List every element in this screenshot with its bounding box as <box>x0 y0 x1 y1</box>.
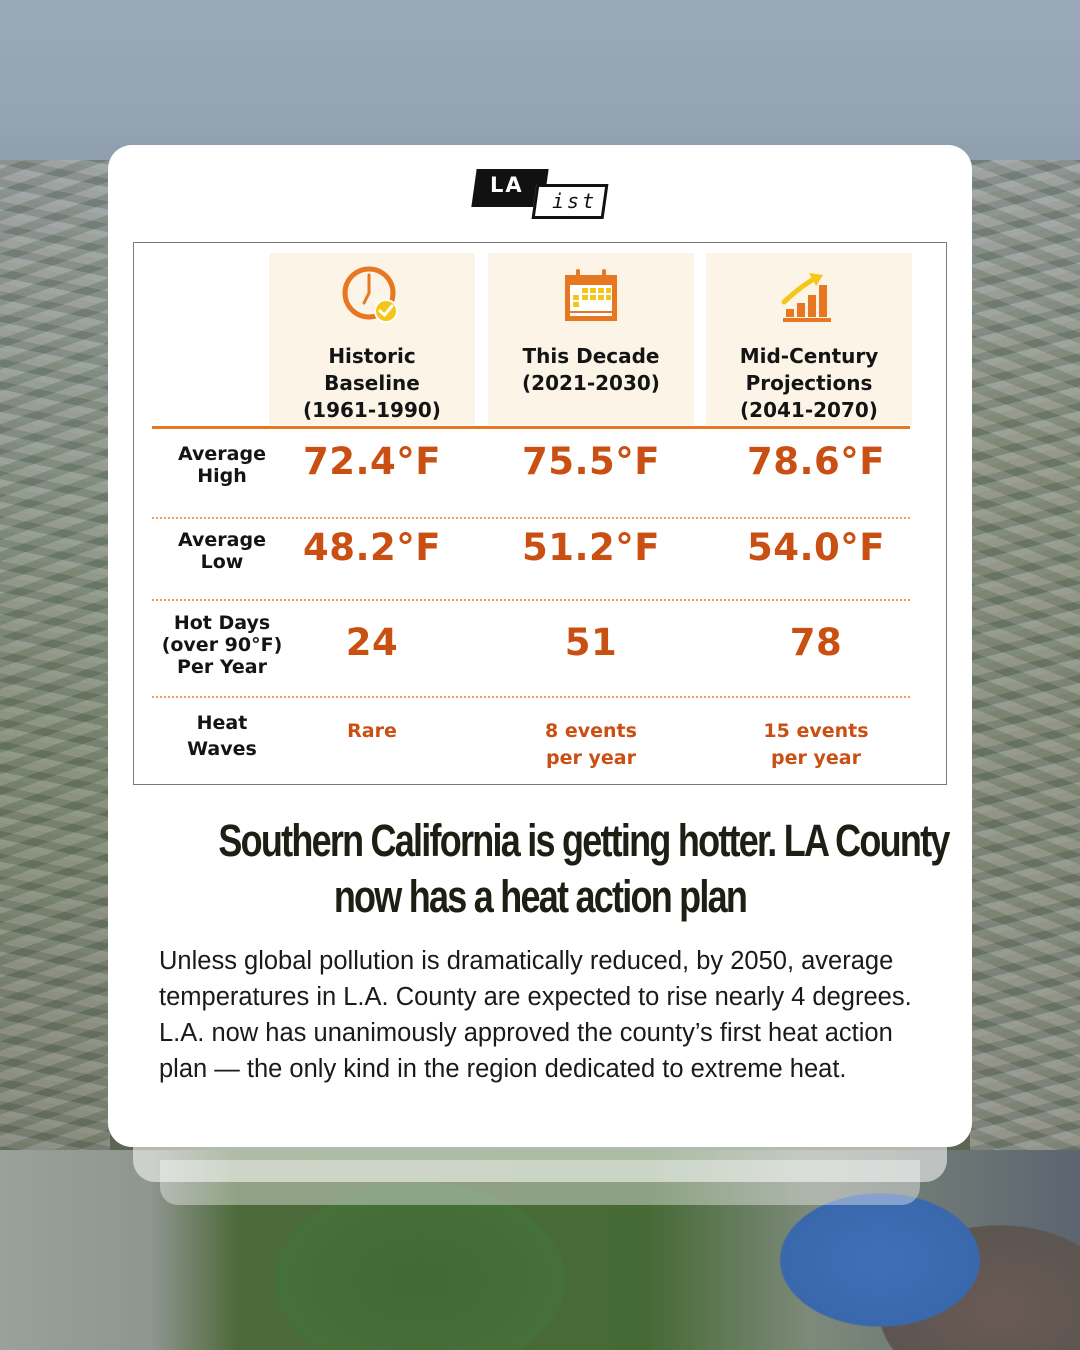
rising-bar-chart-icon <box>781 273 831 322</box>
value-cell: 75.5°F <box>521 440 661 483</box>
background-city-left <box>0 160 110 1160</box>
post-card: LA ist Historic Baseline (1961-1990) <box>108 145 972 1147</box>
row-divider <box>152 599 910 601</box>
value-cell: 51.2°F <box>521 526 661 569</box>
column-header-mid-century: Mid-Century Projections (2041-2070) <box>706 253 912 425</box>
row-label-average-high: Average High <box>178 443 266 487</box>
logo-la-text: LA <box>490 173 524 197</box>
value-cell: 78.6°F <box>746 440 886 483</box>
logo-ist-text: ist <box>552 189 598 213</box>
heat-comparison-table: Historic Baseline (1961-1990) This D <box>133 242 947 785</box>
value-cell: 48.2°F <box>302 526 442 569</box>
laist-logo: LA ist <box>471 169 609 221</box>
column-header-historic: Historic Baseline (1961-1990) <box>269 253 475 425</box>
calendar-icon <box>565 269 617 321</box>
value-cell: Rare <box>347 720 397 742</box>
column-header-this-decade: This Decade (2021-2030) <box>488 253 694 425</box>
body-paragraph: Unless global pollution is dramatically … <box>159 947 912 1083</box>
value-cell: 54.0°F <box>746 526 886 569</box>
row-divider <box>152 517 910 519</box>
row-label-heat-waves: Heat Waves <box>187 712 257 760</box>
row-label-average-low: Average Low <box>178 529 266 573</box>
row-label-hot-days: Hot Days (over 90°F) Per Year <box>161 612 283 678</box>
stacked-card-shadow <box>133 1140 947 1182</box>
value-cell: 8 events per year <box>545 720 637 769</box>
value-cell: 24 <box>345 621 399 664</box>
background-city-right <box>970 160 1080 1160</box>
background-neighborhood <box>0 1150 1080 1350</box>
stacked-card-shadow-2 <box>160 1160 920 1205</box>
value-cell: 51 <box>564 621 618 664</box>
header-divider <box>152 426 910 429</box>
clock-check-icon <box>342 266 398 323</box>
headline: Southern California is getting hotter. L… <box>218 815 950 922</box>
row-divider <box>152 696 910 698</box>
value-cell: 15 events per year <box>763 720 869 769</box>
value-cell: 72.4°F <box>302 440 442 483</box>
value-cell: 78 <box>789 621 843 664</box>
